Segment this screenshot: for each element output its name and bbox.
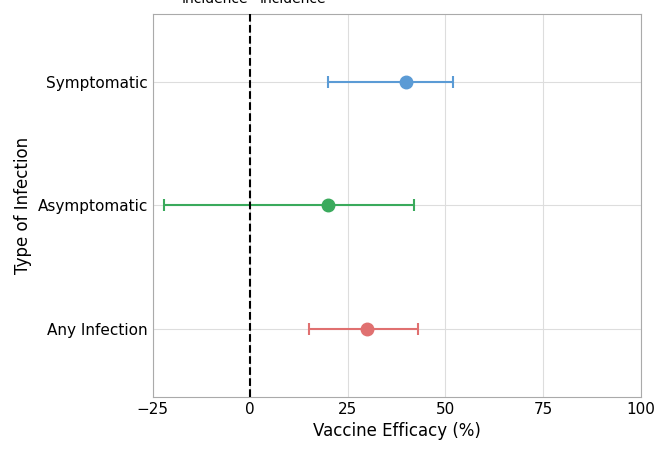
Y-axis label: Type of Infection: Type of Infection	[14, 137, 32, 274]
Text: Decreased
Incidence: Decreased Incidence	[256, 0, 330, 6]
X-axis label: Vaccine Efficacy (%): Vaccine Efficacy (%)	[312, 422, 480, 440]
Text: Increased
Incidence: Increased Incidence	[181, 0, 249, 6]
